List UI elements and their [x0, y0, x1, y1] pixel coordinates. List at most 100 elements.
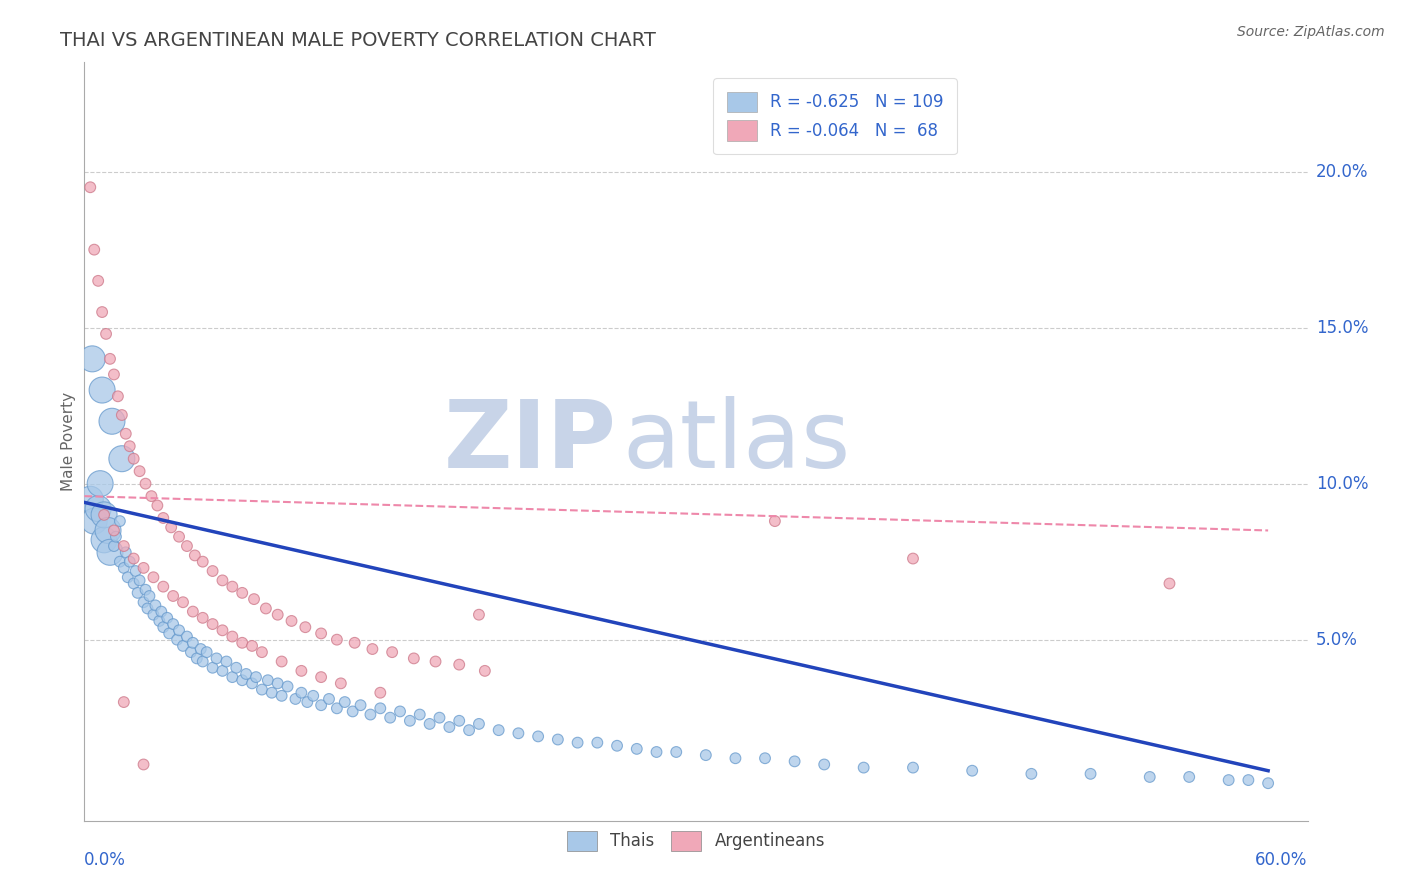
Point: [1178, 770, 1201, 784]
Point: [211, 624, 233, 638]
Point: [309, 626, 332, 640]
Point: [108, 555, 131, 569]
Point: [250, 682, 273, 697]
Point: [191, 655, 214, 669]
Point: [191, 611, 214, 625]
Point: [195, 645, 218, 659]
Point: [439, 720, 461, 734]
Point: [240, 639, 263, 653]
Point: [221, 630, 243, 644]
Point: [458, 723, 481, 738]
Point: [1021, 767, 1043, 781]
Point: [267, 676, 290, 690]
Point: [901, 761, 924, 775]
Point: [157, 626, 180, 640]
Point: [122, 551, 145, 566]
Point: [128, 574, 150, 588]
Point: [167, 624, 190, 638]
Y-axis label: Male Poverty: Male Poverty: [60, 392, 76, 491]
Point: [290, 664, 312, 678]
Point: [813, 757, 835, 772]
Point: [172, 595, 194, 609]
Point: [326, 701, 349, 715]
Point: [329, 676, 352, 690]
Point: [132, 595, 155, 609]
Point: [172, 639, 194, 653]
Point: [201, 564, 224, 578]
Point: [103, 368, 125, 382]
Point: [508, 726, 530, 740]
Point: [240, 676, 263, 690]
Point: [122, 576, 145, 591]
Point: [333, 695, 356, 709]
Point: [474, 664, 496, 678]
Point: [267, 607, 290, 622]
Point: [1237, 773, 1260, 788]
Point: [409, 707, 432, 722]
Point: [468, 607, 491, 622]
Point: [184, 549, 207, 563]
Point: [118, 439, 141, 453]
Point: [231, 586, 253, 600]
Point: [343, 636, 366, 650]
Point: [449, 714, 471, 728]
Point: [645, 745, 668, 759]
Text: THAI VS ARGENTINEAN MALE POVERTY CORRELATION CHART: THAI VS ARGENTINEAN MALE POVERTY CORRELA…: [60, 30, 655, 50]
Point: [326, 632, 349, 647]
Text: 20.0%: 20.0%: [1316, 162, 1368, 181]
Point: [270, 655, 292, 669]
Point: [181, 636, 204, 650]
Point: [211, 664, 233, 678]
Point: [349, 698, 371, 713]
Point: [257, 673, 280, 688]
Point: [380, 711, 402, 725]
Point: [309, 698, 332, 713]
Point: [1257, 776, 1279, 790]
Point: [150, 605, 173, 619]
Point: [211, 574, 233, 588]
Point: [960, 764, 983, 778]
Point: [488, 723, 510, 738]
Point: [94, 326, 117, 341]
Text: ZIP: ZIP: [443, 395, 616, 488]
Point: [108, 514, 131, 528]
Point: [527, 730, 550, 744]
Point: [754, 751, 776, 765]
Point: [1159, 576, 1181, 591]
Point: [91, 383, 114, 397]
Point: [122, 451, 145, 466]
Point: [270, 689, 292, 703]
Point: [280, 614, 302, 628]
Point: [132, 561, 155, 575]
Point: [180, 645, 202, 659]
Point: [111, 451, 134, 466]
Point: [361, 642, 384, 657]
Text: 0.0%: 0.0%: [84, 851, 127, 869]
Point: [399, 714, 422, 728]
Point: [190, 642, 212, 657]
Point: [135, 582, 157, 597]
Point: [368, 686, 391, 700]
Text: 10.0%: 10.0%: [1316, 475, 1368, 492]
Point: [176, 630, 198, 644]
Point: [93, 533, 115, 547]
Point: [294, 620, 316, 634]
Point: [124, 564, 146, 578]
Point: [93, 508, 115, 522]
Point: [586, 736, 609, 750]
Point: [724, 751, 747, 765]
Point: [297, 695, 319, 709]
Point: [91, 305, 114, 319]
Point: [132, 757, 155, 772]
Point: [419, 717, 441, 731]
Point: [852, 761, 875, 775]
Point: [318, 692, 340, 706]
Point: [98, 351, 121, 366]
Point: [152, 580, 174, 594]
Point: [359, 707, 381, 722]
Point: [284, 692, 307, 706]
Point: [141, 489, 163, 503]
Point: [201, 661, 224, 675]
Point: [93, 508, 115, 522]
Point: [245, 670, 267, 684]
